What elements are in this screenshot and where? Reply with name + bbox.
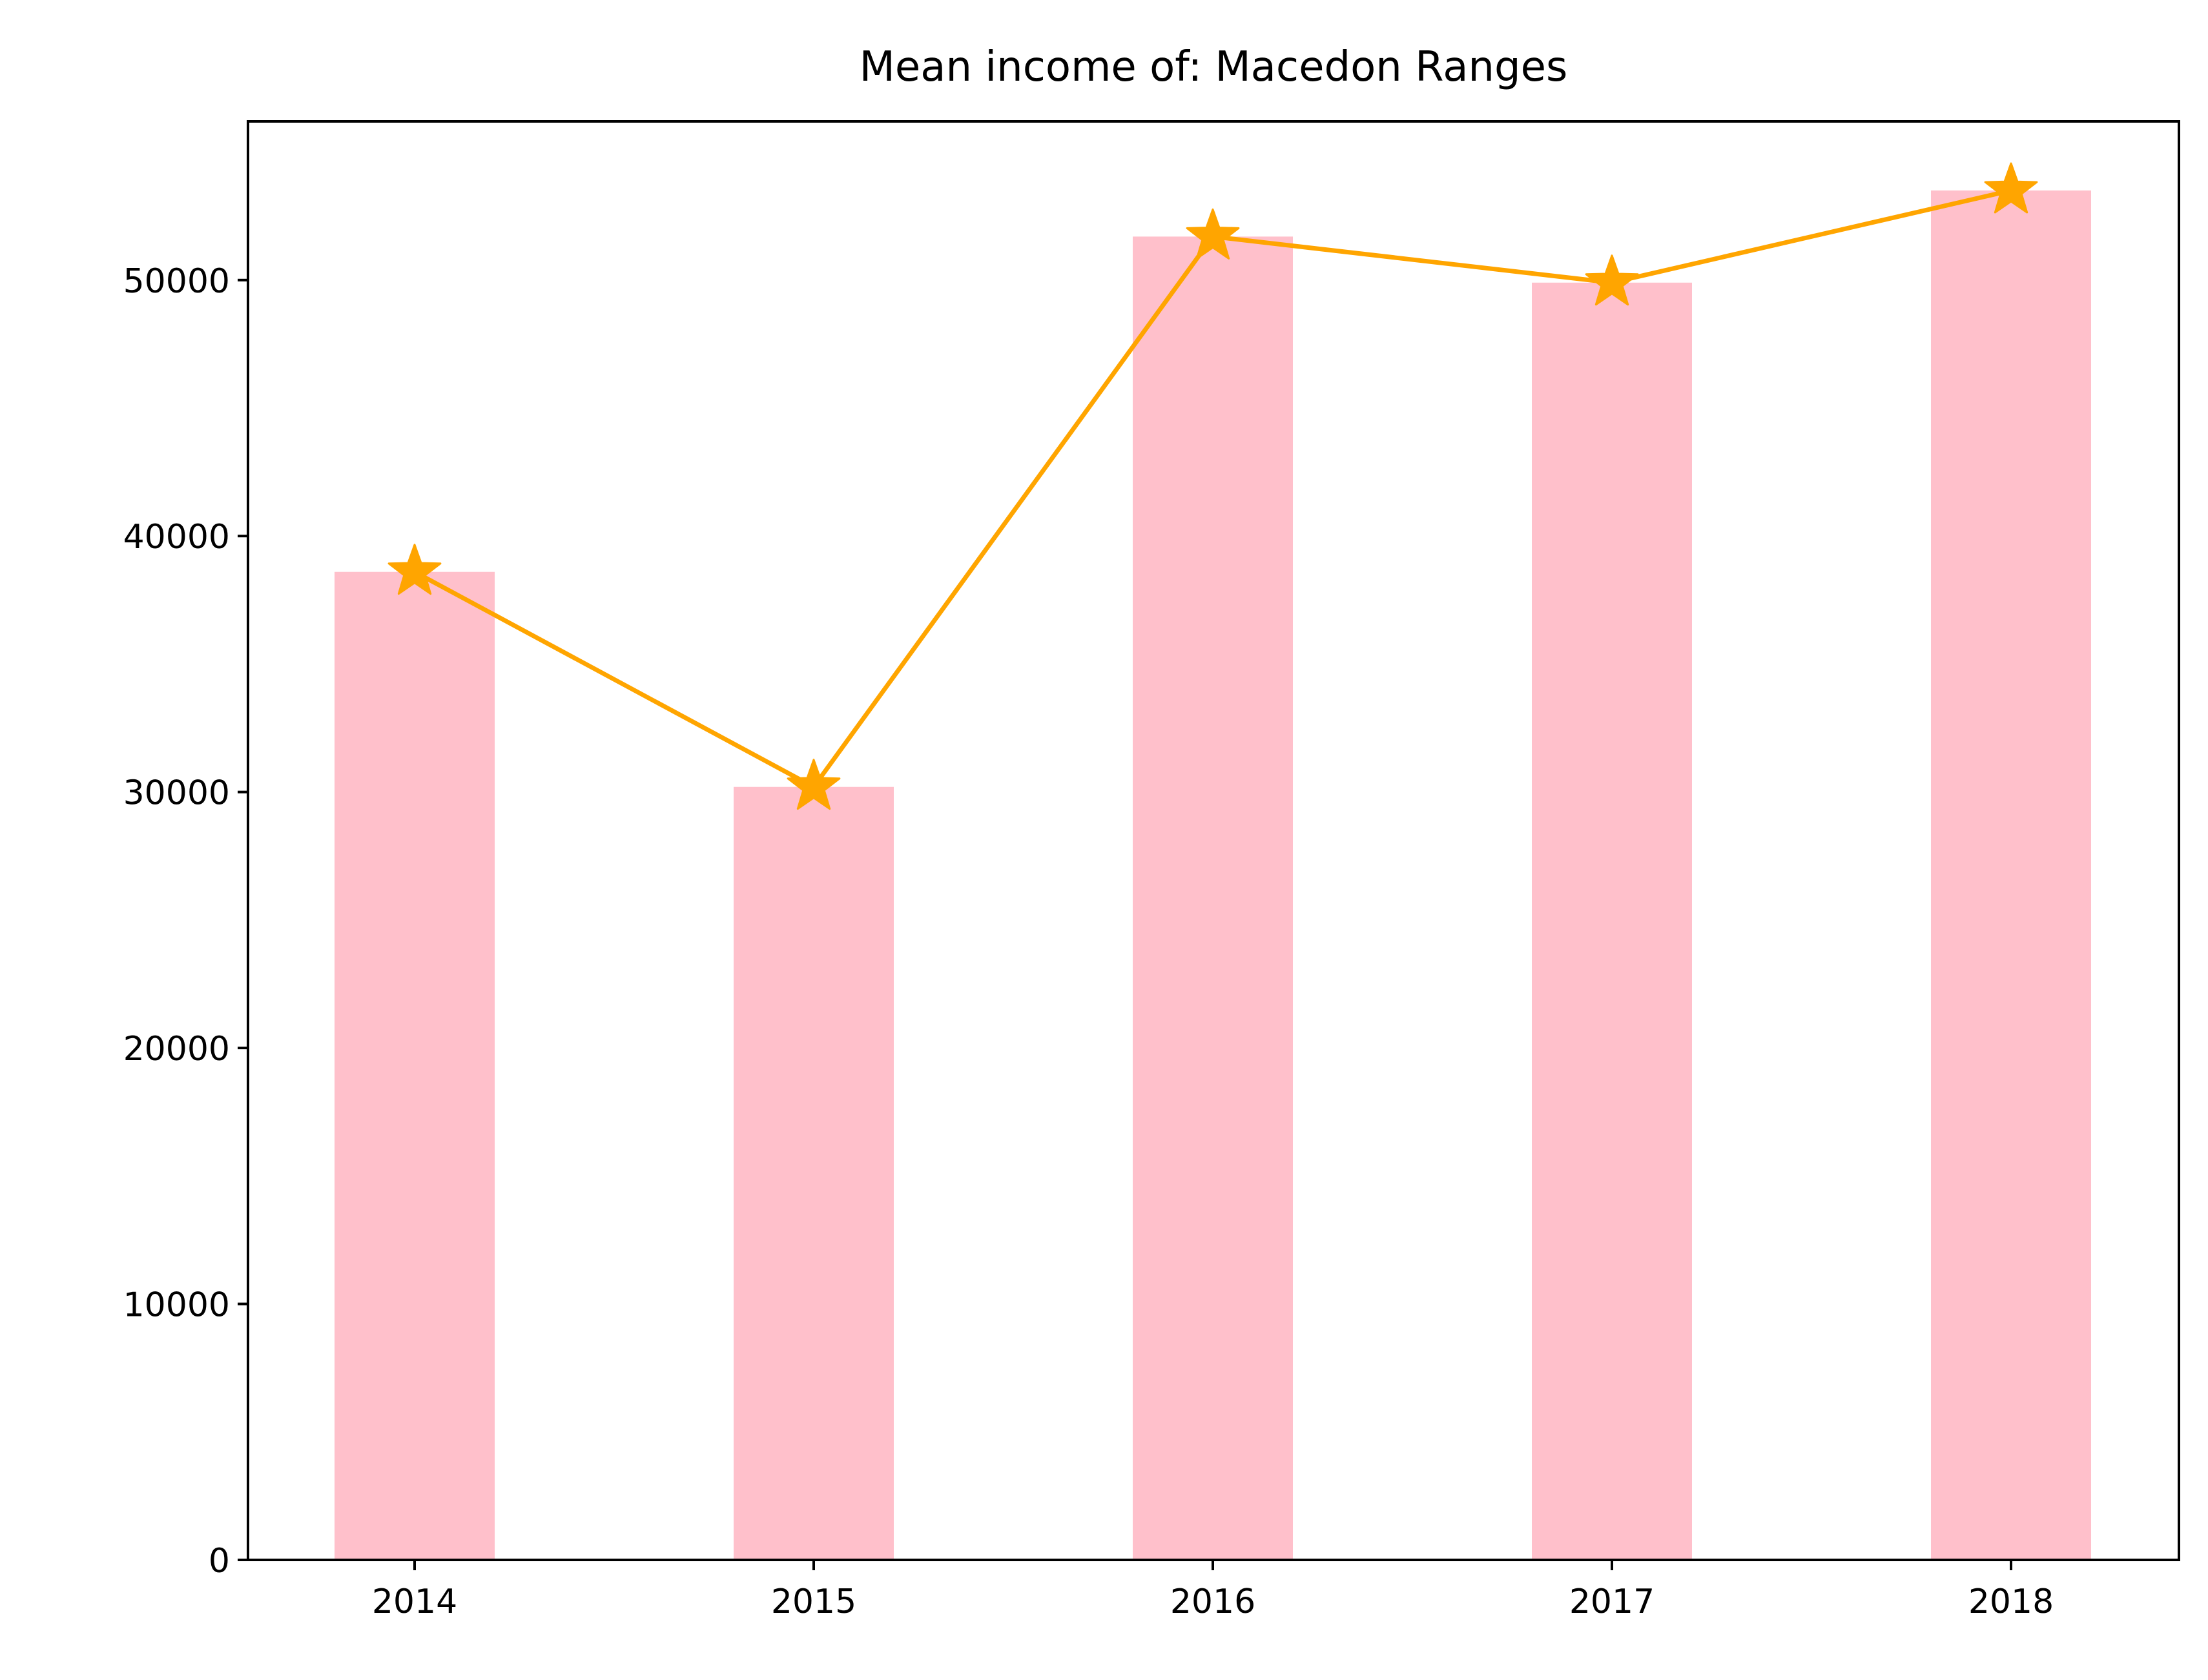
x-tick-label: 2015 bbox=[771, 1583, 856, 1621]
x-tick-label: 2018 bbox=[1968, 1583, 2054, 1621]
star-marker-2014 bbox=[387, 544, 442, 595]
bar-2016 bbox=[1133, 236, 1293, 1560]
line-series-group bbox=[387, 162, 2038, 810]
y-tick-label: 30000 bbox=[123, 774, 230, 813]
chart-title: Mean income of: Macedon Ranges bbox=[860, 43, 1568, 91]
bar-2015 bbox=[734, 786, 894, 1560]
y-tick-label: 0 bbox=[209, 1542, 230, 1581]
star-marker-2017 bbox=[1585, 254, 1639, 306]
bar-group bbox=[335, 190, 2091, 1561]
star-marker-2015 bbox=[787, 759, 841, 810]
star-marker-2016 bbox=[1186, 208, 1240, 260]
x-tick-label: 2017 bbox=[1569, 1583, 1655, 1621]
x-tick-label: 2014 bbox=[372, 1583, 457, 1621]
x-tick-label: 2016 bbox=[1170, 1583, 1255, 1621]
star-marker-2018 bbox=[1984, 162, 2038, 214]
y-tick-label: 10000 bbox=[123, 1286, 230, 1325]
bar-2017 bbox=[1532, 282, 1692, 1560]
y-tick-label: 50000 bbox=[123, 262, 230, 301]
y-tick-label: 20000 bbox=[123, 1030, 230, 1069]
bar-2014 bbox=[335, 571, 495, 1561]
x-axis: 2014 2015 2016 2017 2018 bbox=[372, 1560, 2054, 1621]
y-tick-label: 40000 bbox=[123, 518, 230, 557]
bar-2018 bbox=[1931, 190, 2091, 1561]
y-axis: 0 10000 20000 30000 40000 50000 bbox=[123, 262, 248, 1581]
